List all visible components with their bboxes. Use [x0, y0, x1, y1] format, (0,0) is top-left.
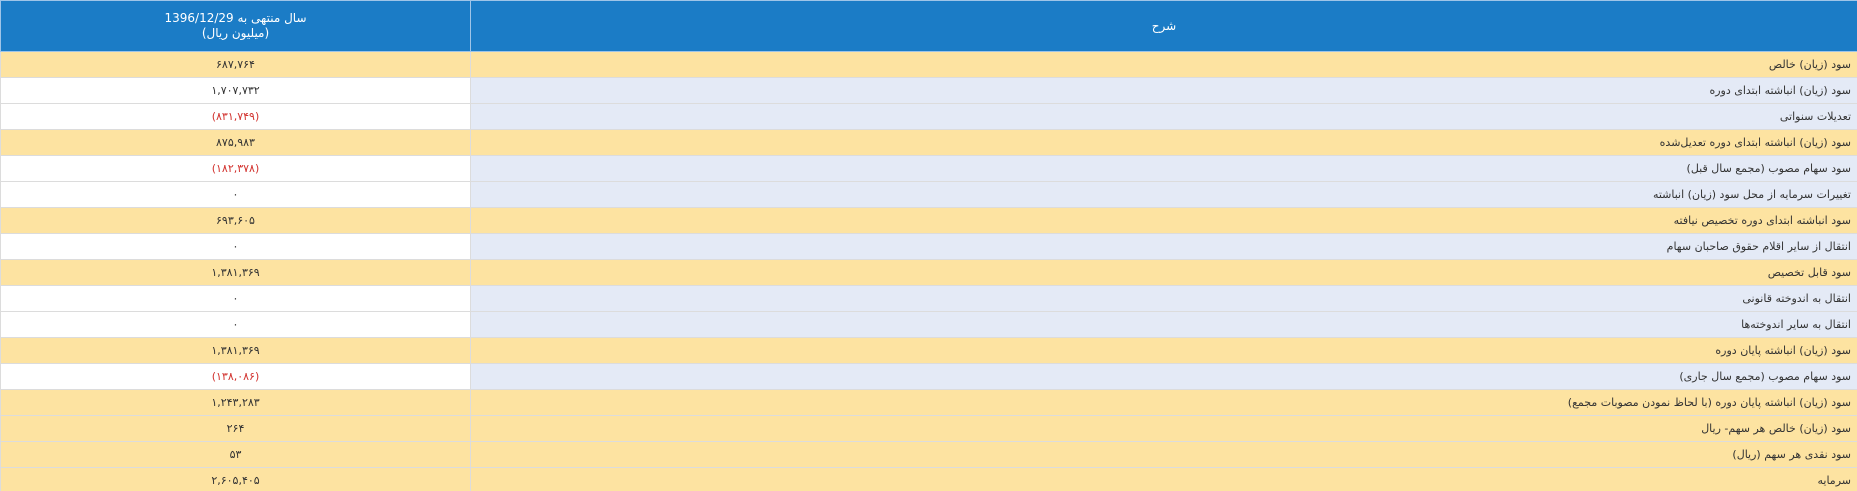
- row-label: انتقال به سایر اندوخته‌ها: [470, 311, 1857, 338]
- table-row: ۲۶۴ سود (زیان) خالص هر سهم- ریال: [0, 415, 1857, 442]
- row-value: ۸۷۵,۹۸۳: [0, 129, 471, 156]
- period: سال منتهی به 1396/12/29: [164, 11, 307, 25]
- row-label: سود نقدی هر سهم (ریال): [470, 441, 1857, 468]
- row-value: ۱,۲۴۳,۲۸۳: [0, 389, 471, 416]
- row-label: سرمایه: [470, 467, 1857, 491]
- table-row: (۱۸۲,۳۷۸) سود سهام مصوب (مجمع سال قبل): [0, 155, 1857, 182]
- description-header: شرح: [470, 0, 1857, 52]
- table-row: ۱,۲۴۳,۲۸۳ سود (زیان) انباشته پایان دوره (…: [0, 389, 1857, 416]
- table-body: ۶۸۷,۷۶۴ سود (زیان) خالص ۱,۷۰۷,۷۳۲ سود (زیان…: [0, 51, 1857, 491]
- table-row: ۰ انتقال از سایر اقلام حقوق صاحبان سهام: [0, 233, 1857, 260]
- table-row: ۰ انتقال به اندوخته قانونی: [0, 285, 1857, 312]
- row-value: ۱,۳۸۱,۳۶۹: [0, 259, 471, 286]
- row-value: ۶۸۷,۷۶۴: [0, 51, 471, 78]
- row-label: سود (زیان) انباشته ابتدای دوره: [470, 77, 1857, 104]
- row-value: ۰: [0, 311, 471, 338]
- table-row: ۶۸۷,۷۶۴ سود (زیان) خالص: [0, 51, 1857, 78]
- row-label: سود (زیان) خالص: [470, 51, 1857, 78]
- row-label: تعدیلات سنواتی: [470, 103, 1857, 130]
- row-value: ۶۹۳,۶۰۵: [0, 207, 471, 234]
- row-label: سود سهام مصوب (مجمع سال جاری): [470, 363, 1857, 390]
- row-value: ۱,۷۰۷,۷۳۲: [0, 77, 471, 104]
- table-row: ۰ تغییرات سرمایه از محل سود (زیان) انباشت…: [0, 181, 1857, 208]
- table-row: ۱,۷۰۷,۷۳۲ سود (زیان) انباشته ابتدای دوره: [0, 77, 1857, 104]
- row-value: ۲,۶۰۵,۴۰۵: [0, 467, 471, 491]
- table-row: ۵۳ سود نقدی هر سهم (ریال): [0, 441, 1857, 468]
- row-label: سود (زیان) انباشته پایان دوره (با لحاظ ن…: [470, 389, 1857, 416]
- table-row: ۶۹۳,۶۰۵ سود انباشته ابتدای دوره تخصیص نیا…: [0, 207, 1857, 234]
- row-value: ۰: [0, 181, 471, 208]
- row-label: تغییرات سرمایه از محل سود (زیان) انباشته: [470, 181, 1857, 208]
- row-value: ۱,۳۸۱,۳۶۹: [0, 337, 471, 364]
- row-value: ۰: [0, 233, 471, 260]
- row-label: سود سهام مصوب (مجمع سال قبل): [470, 155, 1857, 182]
- row-value: ۰: [0, 285, 471, 312]
- period-header: سال منتهی به 1396/12/29 (میلیون ریال): [0, 0, 471, 52]
- table-row: ۱,۳۸۱,۳۶۹ سود (زیان) انباشته پایان دوره: [0, 337, 1857, 364]
- table-row: (۱۳۸,۰۸۶) سود سهام مصوب (مجمع سال جاری): [0, 363, 1857, 390]
- unit: (میلیون ریال): [201, 26, 270, 40]
- table-row: ۸۷۵,۹۸۳ سود (زیان) انباشته ابتدای دوره تع…: [0, 129, 1857, 156]
- table-row: ۲,۶۰۵,۴۰۵ سرمایه: [0, 467, 1857, 491]
- row-value: (۱۳۸,۰۸۶): [0, 363, 471, 390]
- row-label: انتقال از سایر اقلام حقوق صاحبان سهام: [470, 233, 1857, 260]
- row-label: سود (زیان) خالص هر سهم- ریال: [470, 415, 1857, 442]
- table-row: ۰ انتقال به سایر اندوخته‌ها: [0, 311, 1857, 338]
- row-value: ۲۶۴: [0, 415, 471, 442]
- row-value: (۸۳۱,۷۴۹): [0, 103, 471, 130]
- row-label: سود (زیان) انباشته پایان دوره: [470, 337, 1857, 364]
- row-label: سود (زیان) انباشته ابتدای دوره تعدیل‌شده: [470, 129, 1857, 156]
- row-label: انتقال به اندوخته قانونی: [470, 285, 1857, 312]
- header-row: سال منتهی به 1396/12/29 (میلیون ریال) شر…: [0, 0, 1857, 52]
- table-row: (۸۳۱,۷۴۹) تعدیلات سنواتی: [0, 103, 1857, 130]
- row-label: سود قابل تخصیص: [470, 259, 1857, 286]
- table-row: ۱,۳۸۱,۳۶۹ سود قابل تخصیص: [0, 259, 1857, 286]
- row-value: (۱۸۲,۳۷۸): [0, 155, 471, 182]
- row-label: سود انباشته ابتدای دوره تخصیص نیافته: [470, 207, 1857, 234]
- row-value: ۵۳: [0, 441, 471, 468]
